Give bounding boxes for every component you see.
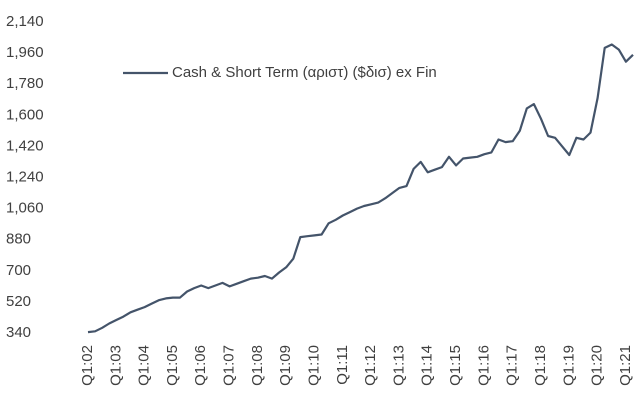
x-tick-label: Q1:17 [504,345,521,386]
data-line [87,43,634,334]
y-tick-label: 1,420 [6,137,44,154]
y-tick-label: 1,960 [6,44,44,61]
y-tick-label: 520 [6,293,31,310]
x-tick-label: Q1:08 [249,345,266,386]
x-tick-label: Q1:13 [390,345,407,386]
x-tick-label: Q1:14 [419,345,436,386]
x-tick-label: Q1:10 [305,345,322,386]
x-tick-label: Q1:02 [79,345,96,386]
y-tick-label: 1,240 [6,168,44,185]
y-tick-label: 880 [6,231,31,248]
y-tick-label: 340 [6,324,31,341]
x-tick-label: Q1:19 [560,345,577,386]
x-tick-label: Q1:06 [192,345,209,386]
x-tick-label: Q1:15 [447,345,464,386]
x-tick-label: Q1:05 [164,345,181,386]
x-tick-label: Q1:20 [589,345,606,386]
y-tick-label: 1,780 [6,75,44,92]
x-tick-label: Q1:18 [532,345,549,386]
x-tick-label: Q1:21 [617,345,634,386]
y-tick-label: 700 [6,262,31,279]
x-tick-label: Q1:07 [221,345,238,386]
x-tick-label: Q1:03 [107,345,124,386]
x-tick-label: Q1:11 [334,345,351,385]
y-tick-label: 1,060 [6,200,44,217]
x-tick-label: Q1:16 [475,345,492,386]
y-tick-label: 2,140 [6,13,44,30]
x-tick-label: Q1:04 [136,345,153,386]
x-tick-label: Q1:12 [362,345,379,386]
y-tick-label: 1,600 [6,106,44,123]
legend-label: Cash & Short Term (αριστ) ($δισ) ex Fin [172,64,437,81]
x-tick-label: Q1:09 [277,345,294,386]
